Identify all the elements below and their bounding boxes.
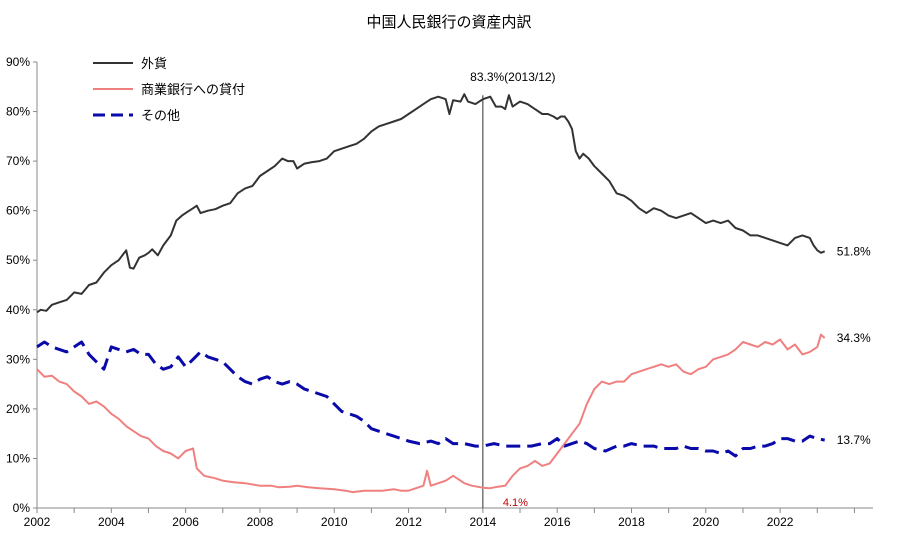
y-tick-label: 90%	[6, 55, 30, 69]
x-tick-label: 2004	[98, 515, 125, 529]
x-tick-label: 2022	[767, 515, 794, 529]
y-tick-label: 70%	[6, 154, 30, 168]
legend-label-2: その他	[141, 109, 180, 124]
series-line-2	[36, 340, 825, 458]
end-label-2: 13.7%	[837, 433, 871, 447]
y-tick-label: 0%	[13, 501, 31, 515]
x-tick-label: 2008	[247, 515, 274, 529]
end-label-0: 51.8%	[837, 244, 871, 258]
y-tick-label: 30%	[6, 352, 30, 366]
x-tick-label: 2012	[395, 515, 422, 529]
y-tick-label: 60%	[6, 204, 30, 218]
legend-label-0: 外貨	[141, 56, 167, 72]
y-tick-label: 80%	[6, 105, 30, 119]
annotation-peak: 83.3%(2013/12)	[470, 70, 555, 84]
x-tick-label: 2016	[544, 515, 571, 529]
legend-label-1: 商業銀行への貸付	[141, 82, 245, 98]
y-tick-label: 50%	[6, 253, 30, 267]
series-layer	[36, 93, 826, 494]
series-line-0	[36, 93, 826, 314]
x-tick-label: 2006	[172, 515, 199, 529]
x-tick-label: 2010	[321, 515, 348, 529]
x-tick-label: 2014	[470, 515, 497, 529]
x-tick-label: 2002	[24, 515, 51, 529]
annotation-low: 4.1%	[503, 497, 528, 509]
x-tick-label: 2018	[618, 515, 645, 529]
x-tick-label: 2020	[692, 515, 719, 529]
y-tick-label: 40%	[6, 303, 30, 317]
labels-layer: 51.8% 34.3% 13.7% 83.3%(2013/12) 4.1%	[470, 70, 871, 509]
y-tick-label: 10%	[6, 451, 30, 465]
axes: 0% 10% 20% 30% 40% 50% 60% 70% 80% 90% 2002 2004 200…	[6, 55, 873, 529]
y-tick-label: 20%	[6, 402, 30, 416]
series-line-1	[36, 333, 826, 494]
chart-title: 中国人民銀行の資産内訳	[366, 13, 531, 31]
end-label-1: 34.3%	[837, 331, 871, 345]
